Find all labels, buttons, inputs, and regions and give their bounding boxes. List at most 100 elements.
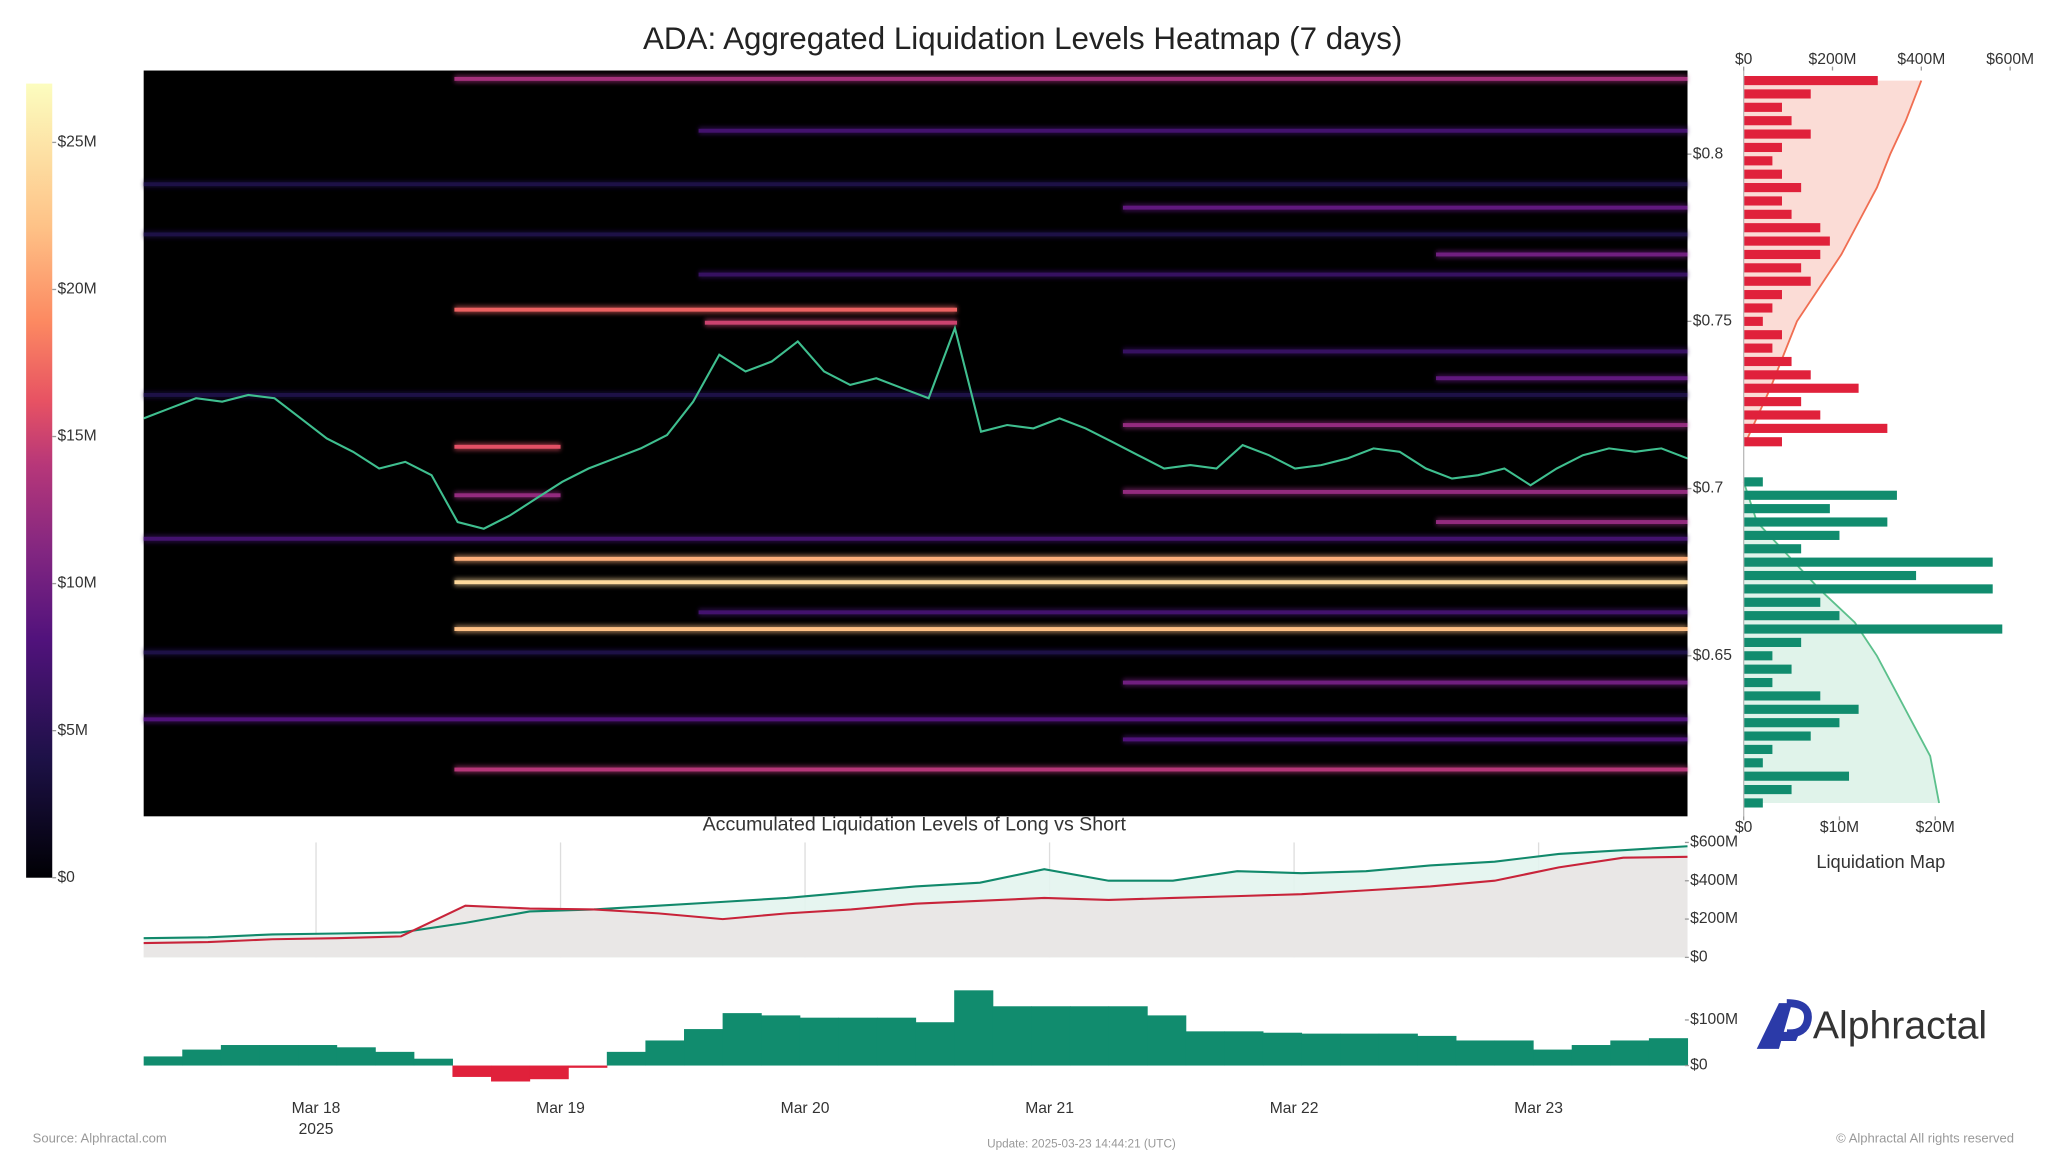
colorbar-tick-label: $5M	[57, 722, 87, 739]
liquidation-bar	[1743, 785, 1792, 795]
net-bar	[1648, 1038, 1689, 1066]
net-bar	[722, 1013, 762, 1066]
net-bar	[1533, 1049, 1573, 1066]
liquidation-bar	[1743, 718, 1840, 728]
line	[143, 845, 1688, 940]
liquidation-bar	[1743, 557, 1993, 567]
liquidation-bar	[1743, 263, 1802, 273]
x-tick-label: Mar 23	[1514, 1100, 1563, 1117]
net-bar	[1301, 1033, 1341, 1066]
net-bar	[799, 1017, 839, 1066]
y-tick-label: $200M	[1690, 910, 1738, 927]
net-bar	[220, 1045, 260, 1066]
liquidation-bar	[1743, 664, 1792, 674]
heatmap-background	[143, 70, 1688, 817]
colorbar-tick-label: $25M	[57, 134, 96, 151]
x-tick-label: Mar 19	[536, 1100, 585, 1117]
net-bar	[915, 1022, 955, 1066]
liquidation-bar	[1743, 89, 1811, 99]
band	[143, 182, 1688, 187]
net-bar	[413, 1058, 453, 1066]
liquidation-bar	[1743, 597, 1821, 607]
liquidation-bar	[1743, 383, 1859, 393]
net-bar	[143, 1056, 183, 1066]
liquidation-bar	[1743, 771, 1850, 781]
liquidation-bar	[1743, 517, 1888, 527]
liquidation-bar	[1743, 570, 1917, 581]
band	[698, 610, 1688, 615]
liquidation-bar	[1743, 477, 1763, 487]
y-tick-label: $0	[1690, 1057, 1708, 1074]
liquidation-bar	[1743, 303, 1773, 313]
band	[454, 767, 1688, 772]
cumulative-area	[1743, 80, 1922, 442]
liquidation-bar	[1743, 637, 1802, 647]
net-bar	[1262, 1032, 1303, 1066]
band	[454, 76, 1688, 81]
net-bar	[954, 990, 994, 1066]
liquidation-bar	[1743, 356, 1792, 367]
band	[1122, 680, 1688, 685]
liquidation-bar	[1743, 116, 1792, 126]
x-tick-label: Mar 20	[781, 1100, 830, 1117]
y-tick-label: $0.65	[1693, 647, 1732, 664]
logo: Alphractal	[1813, 1004, 1987, 1047]
net-bar	[1147, 1015, 1187, 1066]
net-bar	[1031, 1006, 1071, 1066]
liquidation-bar	[1743, 156, 1773, 166]
band	[454, 580, 1688, 585]
net-bar	[336, 1047, 376, 1066]
net-bar	[1378, 1033, 1418, 1066]
band	[698, 272, 1688, 277]
band	[143, 232, 1688, 237]
liquidation-bar	[1743, 276, 1811, 286]
band	[143, 650, 1688, 655]
liquidation-bar	[1743, 704, 1859, 714]
band	[1436, 376, 1688, 381]
y-tick-label: $100M	[1690, 1011, 1738, 1028]
logo-icon	[1786, 999, 1812, 1038]
band	[143, 392, 1688, 397]
update: Update: 2025-03-23 14:44:21 (UTC)	[987, 1137, 1176, 1150]
liquidation-bar	[1743, 343, 1773, 353]
net-bar	[1571, 1045, 1611, 1066]
colorbar-tick-label: $15M	[57, 428, 96, 445]
liquidation-bar	[1743, 584, 1993, 594]
band	[454, 444, 561, 449]
band	[704, 320, 958, 325]
source: Source: Alphractal.com	[33, 1130, 167, 1145]
liquidation-bar	[1743, 249, 1821, 260]
net-bar	[298, 1045, 338, 1066]
copyright: © Alphractal All rights reserved	[1836, 1130, 2014, 1145]
x-tick-label: $20M	[1916, 819, 1955, 836]
band	[1122, 737, 1688, 742]
band	[143, 717, 1688, 722]
chart-title: ADA: Aggregated Liquidation Levels Heatm…	[643, 21, 1402, 56]
liquidation-bar	[1743, 410, 1821, 420]
net-bar	[1108, 1006, 1148, 1066]
liquidation-bar	[1743, 530, 1840, 540]
liquidation-bar	[1743, 236, 1830, 246]
x-tick-label: $10M	[1820, 819, 1859, 836]
liquidation-bar	[1743, 183, 1802, 193]
colorbar-tick-label: $10M	[57, 575, 96, 592]
colorbar-tick-label: $0	[57, 869, 75, 886]
liquidation-bar	[1743, 196, 1782, 206]
net-bar	[1340, 1033, 1380, 1066]
net-bar	[491, 1065, 531, 1082]
band	[1122, 423, 1688, 427]
liquidation-bar	[1743, 75, 1878, 86]
x2-tick-label: $0	[1735, 51, 1753, 68]
liquidation-bar	[1743, 691, 1821, 701]
panel-title: Accumulated Liquidation Levels of Long v…	[703, 814, 1127, 836]
band	[454, 493, 561, 498]
colorbar-tick-label: $20M	[57, 281, 96, 298]
liquidation-bar	[1743, 544, 1802, 554]
net-bar	[259, 1045, 299, 1066]
liquidation-bar	[1743, 798, 1763, 808]
x-tick-label: Mar 21	[1025, 1100, 1074, 1117]
band	[1436, 520, 1688, 524]
net-bar	[452, 1065, 492, 1077]
net-bar	[568, 1065, 608, 1068]
